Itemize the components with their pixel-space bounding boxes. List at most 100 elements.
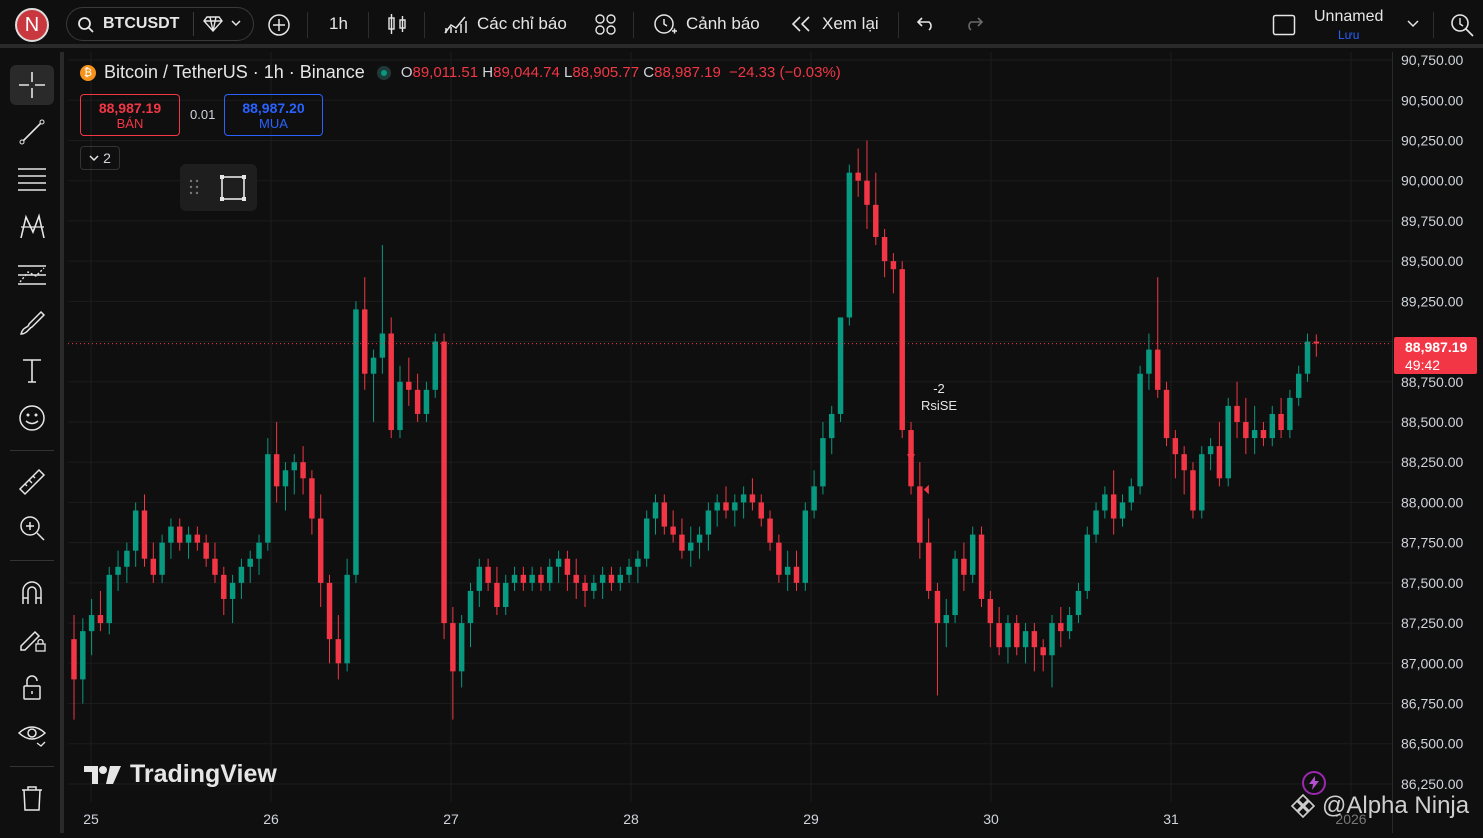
ohlc-values: O89,011.51 H89,044.74 L88,905.77 C88,987… [401,64,841,81]
replay-button[interactable]: Xem lại [790,0,879,48]
select-area-icon[interactable] [218,173,248,203]
market-status-icon [376,65,391,80]
symbol-search[interactable]: BTCUSDT [66,7,254,41]
open-label: O [400,64,413,81]
signal-marker-icon [923,484,929,495]
symbol-label: BTCUSDT [103,15,180,32]
candle-body [1225,405,1231,479]
zoom-tool[interactable] [10,508,54,548]
interval-button[interactable]: 1h [329,0,348,48]
candle-body [441,341,447,624]
x-tick-label: 25 [83,811,99,827]
pattern-tool[interactable] [10,207,54,247]
replay-label: Xem lại [822,14,879,33]
candle-body [1199,454,1205,511]
pattern-icon [20,213,45,239]
tradingview-logo[interactable]: TradingView [84,760,277,789]
candle-body [221,574,227,599]
candle-body [599,574,606,583]
buy-button[interactable]: 88,987.20 MUA [224,94,323,136]
y-tick-label: 87,250.00 [1401,615,1463,631]
candle-body [591,582,597,591]
candle-body [1031,631,1038,648]
candle-body [432,341,438,390]
layout-name-button[interactable]: Unnamed Lưu [1314,8,1383,44]
candle-body [520,574,527,583]
order-quantity[interactable]: 0.01 [190,107,216,122]
trash-icon [22,786,42,811]
text-tool[interactable] [10,350,54,390]
bitcoin-logo-icon: ₿ [80,64,96,81]
drag-handle-icon[interactable] [189,179,199,195]
eye-icon [17,726,47,747]
buy-price: 88,987.20 [242,99,305,116]
hide-tool[interactable] [10,714,54,754]
candle-body [1278,413,1284,431]
candle-body [1066,615,1073,632]
price-chart[interactable]: 25 26 27 28 29 30 31 2026 [68,52,1483,833]
candle-body [740,494,747,503]
alerts-button[interactable]: Cảnh báo [652,0,760,48]
candle-body [529,574,535,583]
candle-body [106,574,112,624]
redo-icon[interactable] [964,16,984,32]
add-symbol-icon[interactable] [267,13,291,37]
sell-button[interactable]: 88,987.19 BÁN [80,94,180,136]
user-avatar[interactable]: N [15,8,49,42]
symbol-title[interactable]: Bitcoin / TetherUS · 1h · Binance [104,62,365,82]
candle-body [71,639,77,680]
candle-body [1005,623,1011,648]
undo-icon[interactable] [916,16,936,32]
candle-body [203,542,209,559]
candle-body [564,558,571,575]
chart-legend: ₿ Bitcoin / TetherUS · 1h · Binance O89,… [80,62,841,83]
candle-body [555,558,562,567]
search-icon[interactable] [1449,12,1475,38]
candle-body [317,518,324,583]
candle-body [1119,502,1126,519]
chevron-down-icon [231,20,241,27]
trend-line-tool[interactable] [10,112,54,152]
watermark: @Alpha Ninja [1290,792,1469,820]
candle-body [1084,534,1090,591]
candles-icon[interactable] [386,12,408,36]
candle-body [1110,494,1117,519]
ruler-tool[interactable] [10,462,54,502]
interval-label: 1h [329,14,348,33]
delete-tool[interactable] [10,778,54,818]
candle-body [467,590,474,624]
layout-icon[interactable] [1272,14,1296,36]
lock-drawing-tool[interactable] [10,619,54,659]
indicators-collapse-button[interactable]: 2 [80,146,120,170]
price-axis[interactable]: 90,750.00 90,500.00 90,250.00 90,000.00 89,7… [1392,52,1483,833]
candle-body [309,478,315,519]
x-tick-label: 31 [1163,811,1179,827]
candle-body [115,566,121,575]
candle-body [362,309,368,374]
chevron-down-icon [89,154,99,161]
candle-body [150,558,157,575]
chevron-down-icon[interactable] [1407,20,1419,28]
fib-tool[interactable] [10,159,54,199]
emoji-tool[interactable] [10,398,54,438]
candle-body [406,381,412,390]
candle-body [714,502,720,511]
candle-body [652,502,659,519]
signal-name: RsiSE [920,398,958,413]
candle-body [1058,623,1064,632]
forecast-icon [18,265,46,285]
candle-body [397,381,403,431]
magnet-tool[interactable] [10,572,54,612]
candle-body [1128,486,1135,503]
crosshair-tool[interactable] [10,65,54,105]
candle-body [820,438,826,487]
brush-tool[interactable] [10,303,54,343]
lock-all-tool[interactable] [10,667,54,707]
indicators-button[interactable]: Các chỉ báo [443,0,567,48]
y-tick-label: 90,500.00 [1401,92,1463,108]
last-price-tag: 88,987.19 49:42 [1394,337,1477,374]
templates-icon[interactable] [594,13,617,36]
candle-body [969,534,976,575]
bolt-button[interactable] [1302,771,1326,795]
forecast-tool[interactable] [10,255,54,295]
